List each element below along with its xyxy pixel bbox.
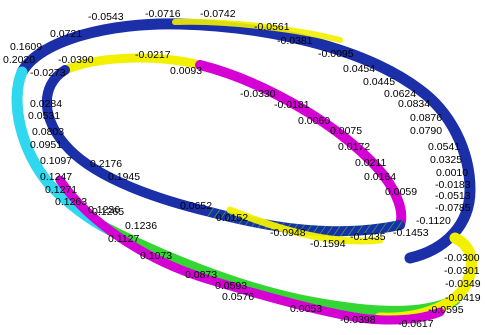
inner-ring-left-blue <box>41 65 215 217</box>
value-label: -0.0181 <box>274 99 310 111</box>
value-label: 0.0445 <box>363 76 395 88</box>
value-label: 0.0721 <box>50 28 82 40</box>
value-label: 0.1609 <box>10 41 42 53</box>
value-label: 0.0790 <box>410 125 442 137</box>
value-label: 0.0211 <box>355 157 386 169</box>
value-label: 0.0951 <box>30 139 62 151</box>
value-label: -0.0381 <box>277 35 313 47</box>
value-label: 0.0093 <box>170 65 202 77</box>
value-label: 0.0593 <box>215 280 247 292</box>
lower-arc-magenta <box>55 175 445 325</box>
value-label: 0.0454 <box>343 63 375 75</box>
value-label: 0.0803 <box>32 126 64 138</box>
value-label: 0.0060 <box>298 115 330 127</box>
value-label: 0.1945 <box>108 171 140 183</box>
value-label: 0.0172 <box>338 141 370 153</box>
value-label: -0.0785 <box>435 202 471 214</box>
value-label: 0.0059 <box>385 186 417 198</box>
value-label: 0.0652 <box>180 200 212 212</box>
value-label: -0.0217 <box>135 49 171 61</box>
value-label: -0.0561 <box>254 21 290 33</box>
value-label: 0.0075 <box>330 125 362 137</box>
value-label: -0.1120 <box>416 215 451 227</box>
value-label: -0.0273 <box>30 67 66 79</box>
outer-ring-top-yellow <box>172 18 343 43</box>
value-label: 0.0873 <box>185 269 217 281</box>
value-label: -0.0398 <box>340 314 376 326</box>
value-label: 0.0876 <box>410 112 442 124</box>
value-label: -0.0595 <box>428 304 464 316</box>
value-label: 0.0284 <box>30 98 62 110</box>
value-label: 0.1271 <box>45 184 77 196</box>
lower-arc <box>55 175 445 325</box>
value-label: -0.0390 <box>58 54 94 66</box>
value-label: -0.0183 <box>435 179 471 191</box>
value-label: 0.0531 <box>28 110 60 122</box>
value-label: -0.0948 <box>270 227 306 239</box>
value-label: -0.0716 <box>145 8 181 20</box>
value-label: -0.0095 <box>318 48 354 60</box>
value-label: -0.0513 <box>435 190 471 202</box>
value-label: 0.0164 <box>364 171 396 183</box>
value-label: -0.0330 <box>240 88 276 100</box>
value-label: 0.0010 <box>436 167 468 179</box>
inner-ring-magenta-upper <box>195 60 407 230</box>
value-label: -0.0543 <box>88 11 124 23</box>
value-label: 0.0152 <box>216 212 248 224</box>
value-label: -0.0419 <box>445 292 481 304</box>
value-label: 0.1236 <box>88 204 120 216</box>
value-label: -0.1453 <box>393 227 429 239</box>
value-label: 0.0624 <box>384 88 416 100</box>
value-label: -0.0300 <box>444 252 480 264</box>
value-label: 0.0576 <box>222 291 254 303</box>
inner-ring-top-yellow <box>60 53 205 75</box>
outer-ring-upper-blue <box>16 18 476 264</box>
value-labels: -0.0543 -0.0716 -0.0742 0.0721 -0.0561 0.1609… <box>3 8 481 330</box>
value-label: 0.1073 <box>140 250 172 262</box>
value-label: 0.0325 <box>430 154 462 166</box>
value-label: 0.0541 <box>428 141 460 153</box>
value-label: 0.1247 <box>40 171 72 183</box>
value-label: 0.1127 <box>108 233 139 245</box>
value-label: -0.1435 <box>350 231 386 243</box>
value-label: -0.1594 <box>310 238 346 250</box>
value-label: 0.1236 <box>125 220 157 232</box>
value-label: -0.0617 <box>398 318 434 330</box>
value-label: 0.1265 <box>92 206 124 218</box>
value-label: -0.0301 <box>444 265 480 277</box>
value-label: 0.1097 <box>40 155 72 167</box>
value-label: -0.0742 <box>200 8 236 20</box>
value-label: 0.2176 <box>90 158 122 170</box>
value-label: -0.0349 <box>445 278 481 290</box>
value-label: 0.2020 <box>3 54 35 66</box>
value-label: 0.0053 <box>290 303 322 315</box>
value-label: 0.0834 <box>398 98 430 110</box>
value-label: 0.1263 <box>55 196 87 208</box>
lower-arc-yellow-band <box>226 206 384 245</box>
